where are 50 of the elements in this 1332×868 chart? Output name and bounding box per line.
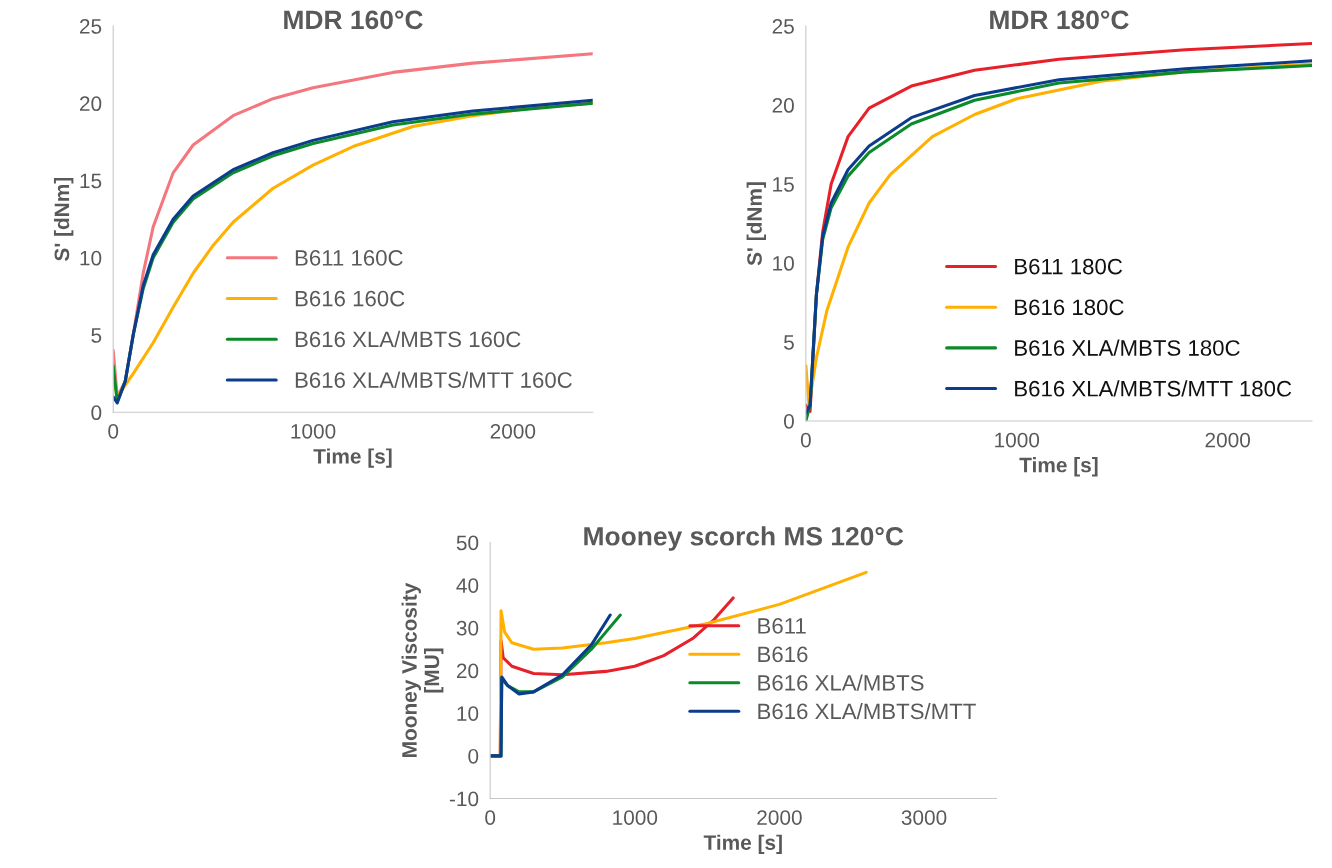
- y-tick-label: 20: [772, 98, 794, 113]
- x-tick-label: 1000: [613, 810, 658, 825]
- x-tick-label: 2000: [490, 423, 536, 439]
- y-tick-label: 10: [457, 706, 479, 721]
- y-tick-label: 0: [91, 405, 102, 421]
- y-tick-label: 40: [456, 578, 479, 593]
- y-axis-title: S' [dNm]: [746, 182, 767, 266]
- x-tick-label: 1000: [995, 432, 1040, 448]
- y-tick-label: 20: [79, 96, 102, 112]
- y-tick-label: 15: [80, 173, 102, 189]
- y-tick-label: 20: [456, 663, 479, 679]
- y-tick-label: 30: [456, 620, 479, 636]
- x-axis-title: Time [s]: [703, 834, 782, 855]
- legend-label: B611 160C: [295, 250, 403, 266]
- legend-label: B611: [758, 618, 806, 634]
- legend-label: B616 180C: [1015, 299, 1124, 316]
- legend-label: B616 XLA/MBTS/MTT 180C: [1015, 380, 1292, 397]
- y-tick-label: 25: [772, 19, 794, 34]
- y-axis-title: S' [dNm]: [53, 177, 74, 261]
- y-tick-label: 0: [468, 748, 479, 764]
- legend-label: B616 XLA/MBTS: [758, 674, 924, 691]
- x-axis-title: Time [s]: [313, 448, 392, 468]
- y-tick-label: 25: [79, 19, 102, 34]
- legend-label: B616 XLA/MBTS 180C: [1015, 339, 1240, 356]
- y-tick-label: 5: [784, 335, 794, 350]
- x-tick-label: 3000: [901, 810, 947, 825]
- legend-label: B616 160C: [295, 290, 405, 307]
- legend-label: B616 XLA/MBTS 160C: [295, 330, 521, 348]
- chart-title: Mooney scorch MS 120°C: [584, 526, 904, 551]
- legend-label: B616 XLA/MBTS/MTT: [758, 702, 976, 720]
- x-tick-label: 1000: [291, 423, 336, 439]
- legend-label: B616: [758, 646, 808, 663]
- y-tick-label: 50: [456, 535, 479, 551]
- y-axis-title: Mooney Viscosity [MU]: [401, 582, 444, 757]
- legend-label: B616 XLA/MBTS/MTT 160C: [295, 371, 572, 388]
- x-tick-label: 0: [485, 810, 496, 825]
- chart-title: MDR 160°C: [284, 10, 423, 30]
- chart-title: MDR 180°C: [990, 10, 1129, 30]
- x-tick-label: 0: [108, 423, 119, 439]
- x-tick-label: 0: [800, 432, 811, 448]
- y-tick-label: 15: [773, 177, 794, 192]
- y-tick-label: -10: [449, 791, 479, 807]
- x-tick-label: 2000: [1205, 432, 1251, 448]
- y-tick-label: 10: [80, 250, 102, 266]
- legend-label: B611 180C: [1015, 258, 1123, 275]
- y-tick-label: 10: [773, 256, 794, 271]
- x-tick-label: 2000: [757, 810, 802, 825]
- y-tick-label: 5: [91, 328, 102, 343]
- y-tick-label: 0: [783, 413, 794, 429]
- x-axis-title: Time [s]: [1019, 457, 1098, 477]
